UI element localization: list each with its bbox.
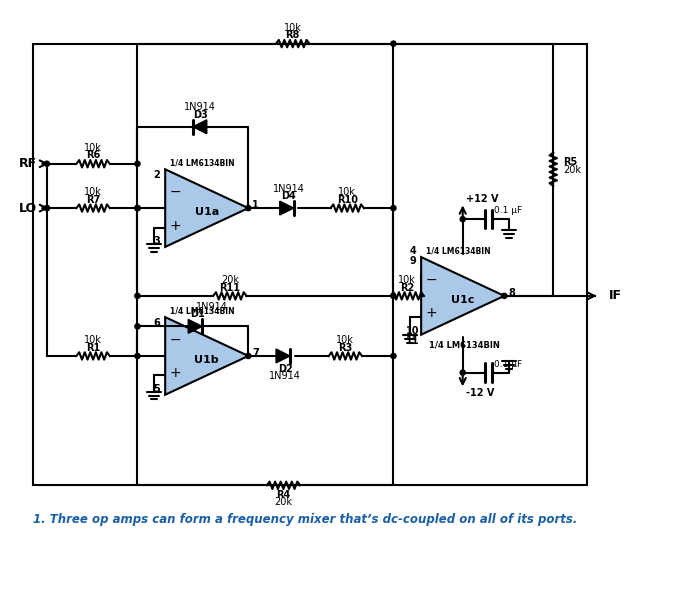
Text: 10: 10 bbox=[406, 327, 420, 336]
Text: 10k: 10k bbox=[336, 335, 354, 345]
Circle shape bbox=[460, 216, 465, 222]
Text: 20k: 20k bbox=[221, 275, 239, 285]
Polygon shape bbox=[165, 169, 248, 247]
Text: R10: R10 bbox=[337, 195, 358, 205]
Polygon shape bbox=[188, 319, 202, 333]
Text: 10k: 10k bbox=[84, 143, 102, 153]
Text: 1N914: 1N914 bbox=[184, 102, 216, 112]
Circle shape bbox=[45, 206, 49, 210]
Text: 20k: 20k bbox=[564, 165, 581, 175]
Text: $+$: $+$ bbox=[425, 306, 437, 321]
Text: U1a: U1a bbox=[194, 207, 219, 217]
Text: $+$: $+$ bbox=[169, 218, 182, 233]
Text: 20k: 20k bbox=[275, 497, 292, 507]
Text: LO: LO bbox=[19, 202, 36, 215]
Text: 3: 3 bbox=[153, 236, 160, 246]
Text: 1. Three op amps can form a frequency mixer that’s dc-coupled on all of its port: 1. Three op amps can form a frequency mi… bbox=[33, 513, 577, 526]
Text: 10k: 10k bbox=[338, 187, 356, 197]
Text: R5: R5 bbox=[564, 157, 578, 167]
Circle shape bbox=[391, 293, 396, 298]
Text: 1/4 LM6134BIN: 1/4 LM6134BIN bbox=[170, 306, 234, 315]
Text: 1: 1 bbox=[252, 200, 259, 210]
Text: 10k: 10k bbox=[398, 275, 416, 285]
Text: 1N914: 1N914 bbox=[273, 184, 305, 194]
Text: R6: R6 bbox=[86, 151, 100, 160]
Text: $-$: $-$ bbox=[425, 271, 437, 285]
Text: R3: R3 bbox=[338, 343, 352, 353]
Polygon shape bbox=[276, 349, 290, 363]
Text: 1/4 LM6134BIN: 1/4 LM6134BIN bbox=[170, 158, 234, 167]
Text: 5: 5 bbox=[153, 384, 160, 394]
Text: 10k: 10k bbox=[84, 187, 102, 197]
Text: D4: D4 bbox=[281, 191, 296, 201]
Circle shape bbox=[391, 353, 396, 359]
Circle shape bbox=[135, 206, 140, 210]
Text: R1: R1 bbox=[86, 343, 100, 353]
Text: RF: RF bbox=[19, 157, 36, 170]
Polygon shape bbox=[193, 120, 207, 134]
Bar bbox=[33, 44, 587, 486]
Text: $-$: $-$ bbox=[169, 331, 182, 346]
Circle shape bbox=[391, 41, 396, 46]
Text: R8: R8 bbox=[286, 30, 300, 40]
Text: D3: D3 bbox=[193, 110, 208, 120]
Circle shape bbox=[45, 161, 49, 166]
Circle shape bbox=[391, 206, 396, 210]
Circle shape bbox=[45, 206, 49, 210]
Polygon shape bbox=[165, 317, 248, 395]
Circle shape bbox=[246, 353, 251, 359]
Text: 1/4 LM6134BIN: 1/4 LM6134BIN bbox=[429, 340, 500, 349]
Circle shape bbox=[135, 353, 140, 359]
Text: 0.1 μF: 0.1 μF bbox=[494, 206, 522, 215]
Polygon shape bbox=[421, 257, 504, 335]
Text: 1/4 LM6134BIN: 1/4 LM6134BIN bbox=[426, 246, 490, 255]
Text: R4: R4 bbox=[276, 490, 290, 499]
Circle shape bbox=[460, 370, 465, 375]
Text: IF: IF bbox=[609, 289, 622, 303]
Text: $-$: $-$ bbox=[169, 184, 182, 197]
Text: 2: 2 bbox=[153, 170, 160, 180]
Text: D2: D2 bbox=[278, 364, 293, 374]
Text: 1N914: 1N914 bbox=[269, 371, 301, 382]
Circle shape bbox=[246, 206, 251, 210]
Text: +12 V: +12 V bbox=[466, 194, 499, 204]
Polygon shape bbox=[279, 201, 294, 215]
Text: 8: 8 bbox=[508, 288, 515, 298]
Text: 4: 4 bbox=[410, 246, 416, 255]
Circle shape bbox=[135, 324, 140, 329]
Text: 0.1 μF: 0.1 μF bbox=[494, 360, 522, 369]
Text: 6: 6 bbox=[153, 318, 160, 328]
Text: 10k: 10k bbox=[84, 335, 102, 345]
Text: -12 V: -12 V bbox=[466, 388, 495, 398]
Text: 10k: 10k bbox=[284, 23, 302, 33]
Circle shape bbox=[502, 293, 507, 298]
Text: R7: R7 bbox=[86, 195, 100, 205]
Text: 7: 7 bbox=[252, 348, 259, 358]
Text: 9: 9 bbox=[410, 255, 416, 266]
Text: D1: D1 bbox=[190, 309, 205, 319]
Circle shape bbox=[135, 206, 140, 210]
Circle shape bbox=[135, 293, 140, 298]
Text: U1b: U1b bbox=[194, 355, 219, 365]
Circle shape bbox=[135, 161, 140, 166]
Text: $+$: $+$ bbox=[169, 367, 182, 380]
Text: 1N914: 1N914 bbox=[196, 302, 227, 312]
Text: 11: 11 bbox=[406, 336, 420, 346]
Text: U1c: U1c bbox=[451, 295, 475, 304]
Text: R2: R2 bbox=[400, 283, 414, 292]
Text: R11: R11 bbox=[219, 283, 240, 292]
